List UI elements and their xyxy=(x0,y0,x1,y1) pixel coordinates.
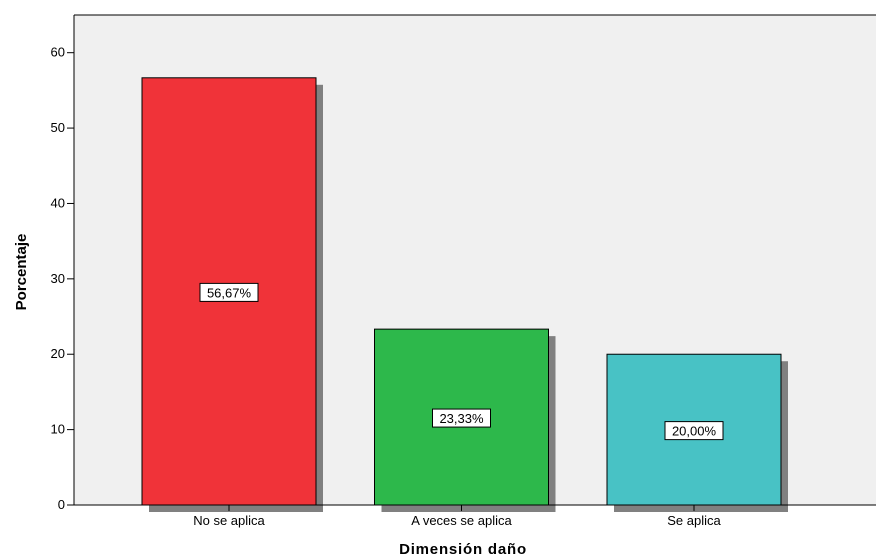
data-label: 23,33% xyxy=(439,411,484,426)
data-label: 20,00% xyxy=(672,424,717,439)
y-tick-label: 50 xyxy=(51,120,65,135)
x-category-label: Se aplica xyxy=(667,513,721,528)
y-tick-label: 40 xyxy=(51,195,65,210)
y-axis-title: Porcentaje xyxy=(13,234,30,311)
y-tick-label: 10 xyxy=(51,422,65,437)
y-ticks: 0 10 20 30 40 50 60 xyxy=(51,45,74,512)
x-category-label: A veces se aplica xyxy=(411,513,512,528)
y-tick-label: 0 xyxy=(58,497,65,512)
y-tick-label: 60 xyxy=(51,45,65,60)
x-category-label: No se aplica xyxy=(193,513,265,528)
x-axis-title: Dimensión daño xyxy=(399,541,527,558)
data-label: 56,67% xyxy=(207,285,252,300)
y-tick-label: 20 xyxy=(51,346,65,361)
y-tick-label: 30 xyxy=(51,271,65,286)
